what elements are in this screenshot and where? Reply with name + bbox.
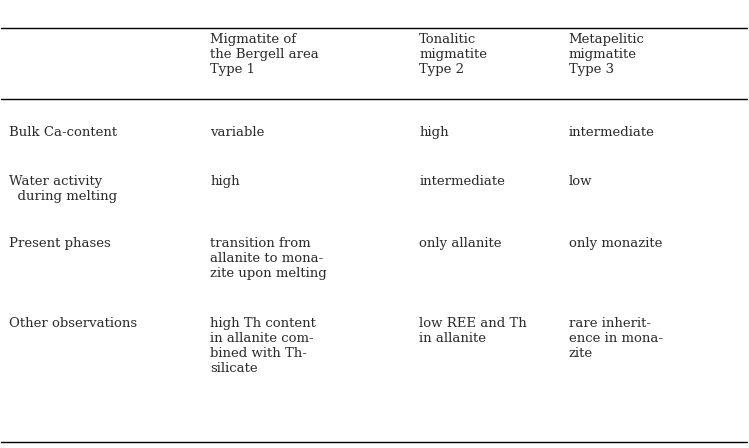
Text: Migmatite of
the Bergell area
Type 1: Migmatite of the Bergell area Type 1: [210, 33, 319, 76]
Text: Other observations: Other observations: [9, 318, 137, 331]
Text: Bulk Ca-content: Bulk Ca-content: [9, 126, 117, 139]
Text: rare inherit-
ence in mona-
zite: rare inherit- ence in mona- zite: [568, 318, 663, 361]
Text: Metapelitic
migmatite
Type 3: Metapelitic migmatite Type 3: [568, 33, 644, 76]
Text: high: high: [419, 126, 449, 139]
Text: Present phases: Present phases: [9, 237, 111, 250]
Text: intermediate: intermediate: [419, 175, 505, 188]
Text: high Th content
in allanite com-
bined with Th-
silicate: high Th content in allanite com- bined w…: [210, 318, 316, 375]
Text: Water activity
  during melting: Water activity during melting: [9, 175, 117, 203]
Text: only monazite: only monazite: [568, 237, 662, 250]
Text: high: high: [210, 175, 240, 188]
Text: intermediate: intermediate: [568, 126, 655, 139]
Text: only allanite: only allanite: [419, 237, 502, 250]
Text: low: low: [568, 175, 592, 188]
Text: low REE and Th
in allanite: low REE and Th in allanite: [419, 318, 527, 345]
Text: transition from
allanite to mona-
zite upon melting: transition from allanite to mona- zite u…: [210, 237, 327, 280]
Text: Tonalitic
migmatite
Type 2: Tonalitic migmatite Type 2: [419, 33, 488, 76]
Text: variable: variable: [210, 126, 264, 139]
